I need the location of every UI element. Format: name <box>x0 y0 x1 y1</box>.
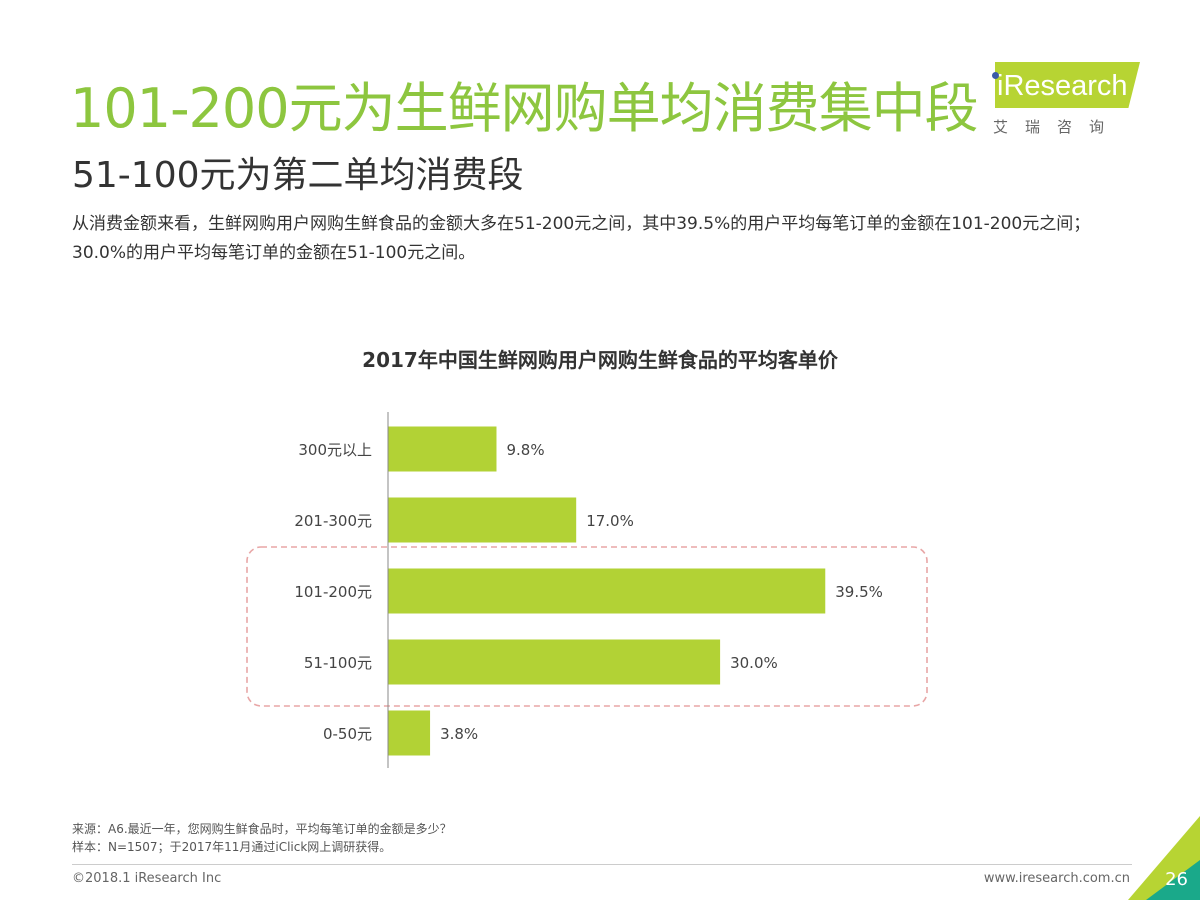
description-text: 从消费金额来看，生鲜网购用户网购生鲜食品的金额大多在51-200元之间，其中39… <box>72 214 1091 263</box>
source-question: 来源：A6.最近一年，您网购生鲜食品时，平均每笔订单的金额是多少？ <box>72 822 452 836</box>
category-label: 300元以上 <box>298 441 372 459</box>
source-note: 来源：A6.最近一年，您网购生鲜食品时，平均每笔订单的金额是多少？ 样本：N=1… <box>72 820 452 856</box>
website-link[interactable]: www.iresearch.com.cn <box>983 871 1130 886</box>
sample-note: 样本：N=1507；于2017年11月通过iClick网上调研获得。 <box>72 840 392 854</box>
page-title: 101-200元为生鲜网购单均消费集中段 <box>70 77 979 140</box>
logo-dot-icon <box>992 72 999 79</box>
category-label: 101-200元 <box>294 583 372 601</box>
bar-2 <box>388 568 826 614</box>
value-label: 17.0% <box>586 512 634 530</box>
category-label: 201-300元 <box>294 512 372 530</box>
copyright-text: ©2018.1 iResearch Inc <box>72 871 222 886</box>
page-subtitle: 51-100元为第二单均消费段 <box>72 155 524 196</box>
value-label: 9.8% <box>506 441 544 459</box>
value-label: 3.8% <box>440 725 478 743</box>
bar-3 <box>388 639 721 685</box>
iresearch-logo: iResearch 艾瑞咨询 <box>985 62 1145 142</box>
category-label: 0-50元 <box>323 725 372 743</box>
value-label: 39.5% <box>835 583 883 601</box>
value-label: 30.0% <box>730 654 778 672</box>
logo-banner <box>995 62 1140 108</box>
bar-0 <box>388 426 497 472</box>
chart-title: 2017年中国生鲜网购用户网购生鲜食品的平均客单价 <box>362 348 838 372</box>
logo-brand-text: iResearch <box>997 70 1128 102</box>
highlight-box <box>246 546 928 707</box>
category-label: 51-100元 <box>304 654 372 672</box>
logo-chinese-text: 艾瑞咨询 <box>993 118 1122 136</box>
bar-4 <box>388 710 431 756</box>
page-number: 26 <box>1165 869 1188 890</box>
bar-1 <box>388 497 577 543</box>
footer-divider <box>72 864 1132 865</box>
